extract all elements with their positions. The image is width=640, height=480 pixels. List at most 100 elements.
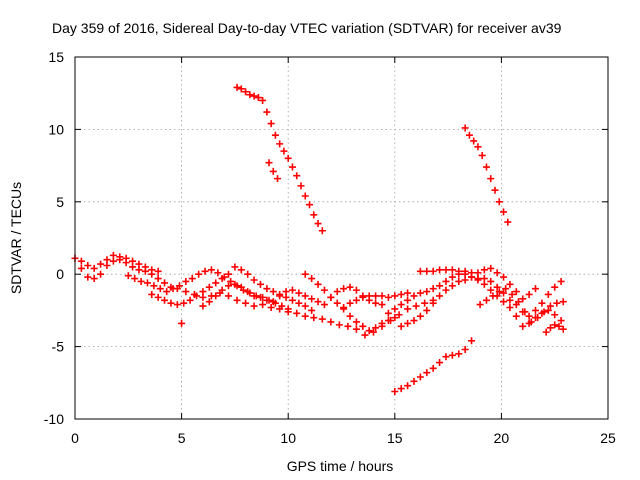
data-point: [361, 331, 369, 339]
data-point: [231, 280, 239, 288]
data-point: [504, 218, 512, 226]
y-axis-label: SDTVAR / TECUs: [8, 182, 24, 294]
data-point: [214, 269, 222, 277]
data-point: [455, 277, 463, 285]
data-point: [551, 283, 559, 291]
data-point: [250, 92, 258, 100]
data-point: [267, 120, 275, 128]
data-point: [97, 270, 105, 278]
data-point: [295, 289, 303, 297]
data-point: [429, 299, 437, 307]
data-point: [404, 289, 412, 297]
data-point: [455, 267, 463, 275]
data-point: [242, 88, 250, 96]
data-point: [412, 302, 420, 310]
data-point: [359, 293, 367, 301]
data-point: [404, 305, 412, 313]
data-point: [391, 387, 399, 395]
data-point: [333, 288, 341, 296]
data-point: [207, 266, 215, 274]
data-point: [225, 270, 233, 278]
data-point: [218, 275, 226, 283]
data-point: [129, 257, 137, 265]
data-point: [384, 293, 392, 301]
data-point: [346, 299, 354, 307]
data-point: [421, 299, 429, 307]
data-point: [250, 276, 258, 284]
data-point: [551, 311, 559, 319]
data-point: [534, 314, 542, 322]
data-point: [468, 337, 476, 345]
data-point: [182, 277, 190, 285]
data-point: [553, 299, 561, 307]
data-point: [474, 269, 482, 277]
data-point: [237, 85, 245, 93]
data-point: [182, 288, 190, 296]
data-point: [436, 266, 444, 274]
data-point: [559, 325, 567, 333]
data-point: [519, 295, 527, 303]
data-point: [263, 296, 271, 304]
data-point: [205, 283, 213, 291]
data-point: [161, 296, 169, 304]
data-point: [416, 289, 424, 297]
data-point: [156, 285, 164, 293]
series-isolated: [178, 319, 186, 327]
data-point: [327, 293, 335, 301]
data-point: [154, 293, 162, 301]
data-point: [372, 324, 380, 332]
x-tick-label: 25: [600, 430, 616, 446]
data-point: [259, 96, 267, 104]
data-point: [461, 276, 469, 284]
data-point: [256, 293, 264, 301]
data-point: [397, 322, 405, 330]
data-point: [487, 277, 495, 285]
data-point: [310, 211, 318, 219]
data-point: [250, 302, 258, 310]
data-point: [244, 288, 252, 296]
data-point: [306, 201, 314, 209]
series-track-l: [384, 267, 565, 330]
data-point: [269, 298, 277, 306]
data-point: [250, 292, 258, 300]
data-point: [199, 288, 207, 296]
data-point: [167, 299, 175, 307]
data-point: [404, 382, 412, 390]
data-point: [369, 328, 377, 336]
series-track-g: [340, 289, 412, 312]
data-point: [514, 298, 522, 306]
data-point: [557, 317, 565, 325]
data-point: [429, 364, 437, 372]
x-tick-label: 20: [494, 430, 510, 446]
data-point: [372, 292, 380, 300]
y-tick-label: -10: [44, 411, 64, 427]
data-point: [161, 279, 169, 287]
data-point: [227, 277, 235, 285]
data-point: [137, 277, 145, 285]
data-point: [478, 151, 486, 159]
data-point: [195, 270, 203, 278]
data-point: [263, 285, 271, 293]
data-point: [269, 288, 277, 296]
data-point: [397, 385, 405, 393]
data-point: [109, 257, 117, 265]
data-point: [352, 318, 360, 326]
data-point: [461, 345, 469, 353]
data-point: [263, 108, 271, 116]
x-tick-label: 15: [387, 430, 403, 446]
data-point: [318, 227, 326, 235]
data-point: [288, 296, 296, 304]
y-tick-label: 15: [48, 49, 64, 65]
data-point: [288, 286, 296, 294]
data-point: [314, 298, 322, 306]
data-point: [212, 279, 220, 287]
data-point: [365, 327, 373, 335]
data-point: [544, 290, 552, 298]
data-point: [500, 289, 508, 297]
data-point: [551, 321, 559, 329]
data-point: [555, 322, 563, 330]
data-point: [205, 298, 213, 306]
data-point: [143, 279, 151, 287]
data-point: [540, 308, 548, 316]
